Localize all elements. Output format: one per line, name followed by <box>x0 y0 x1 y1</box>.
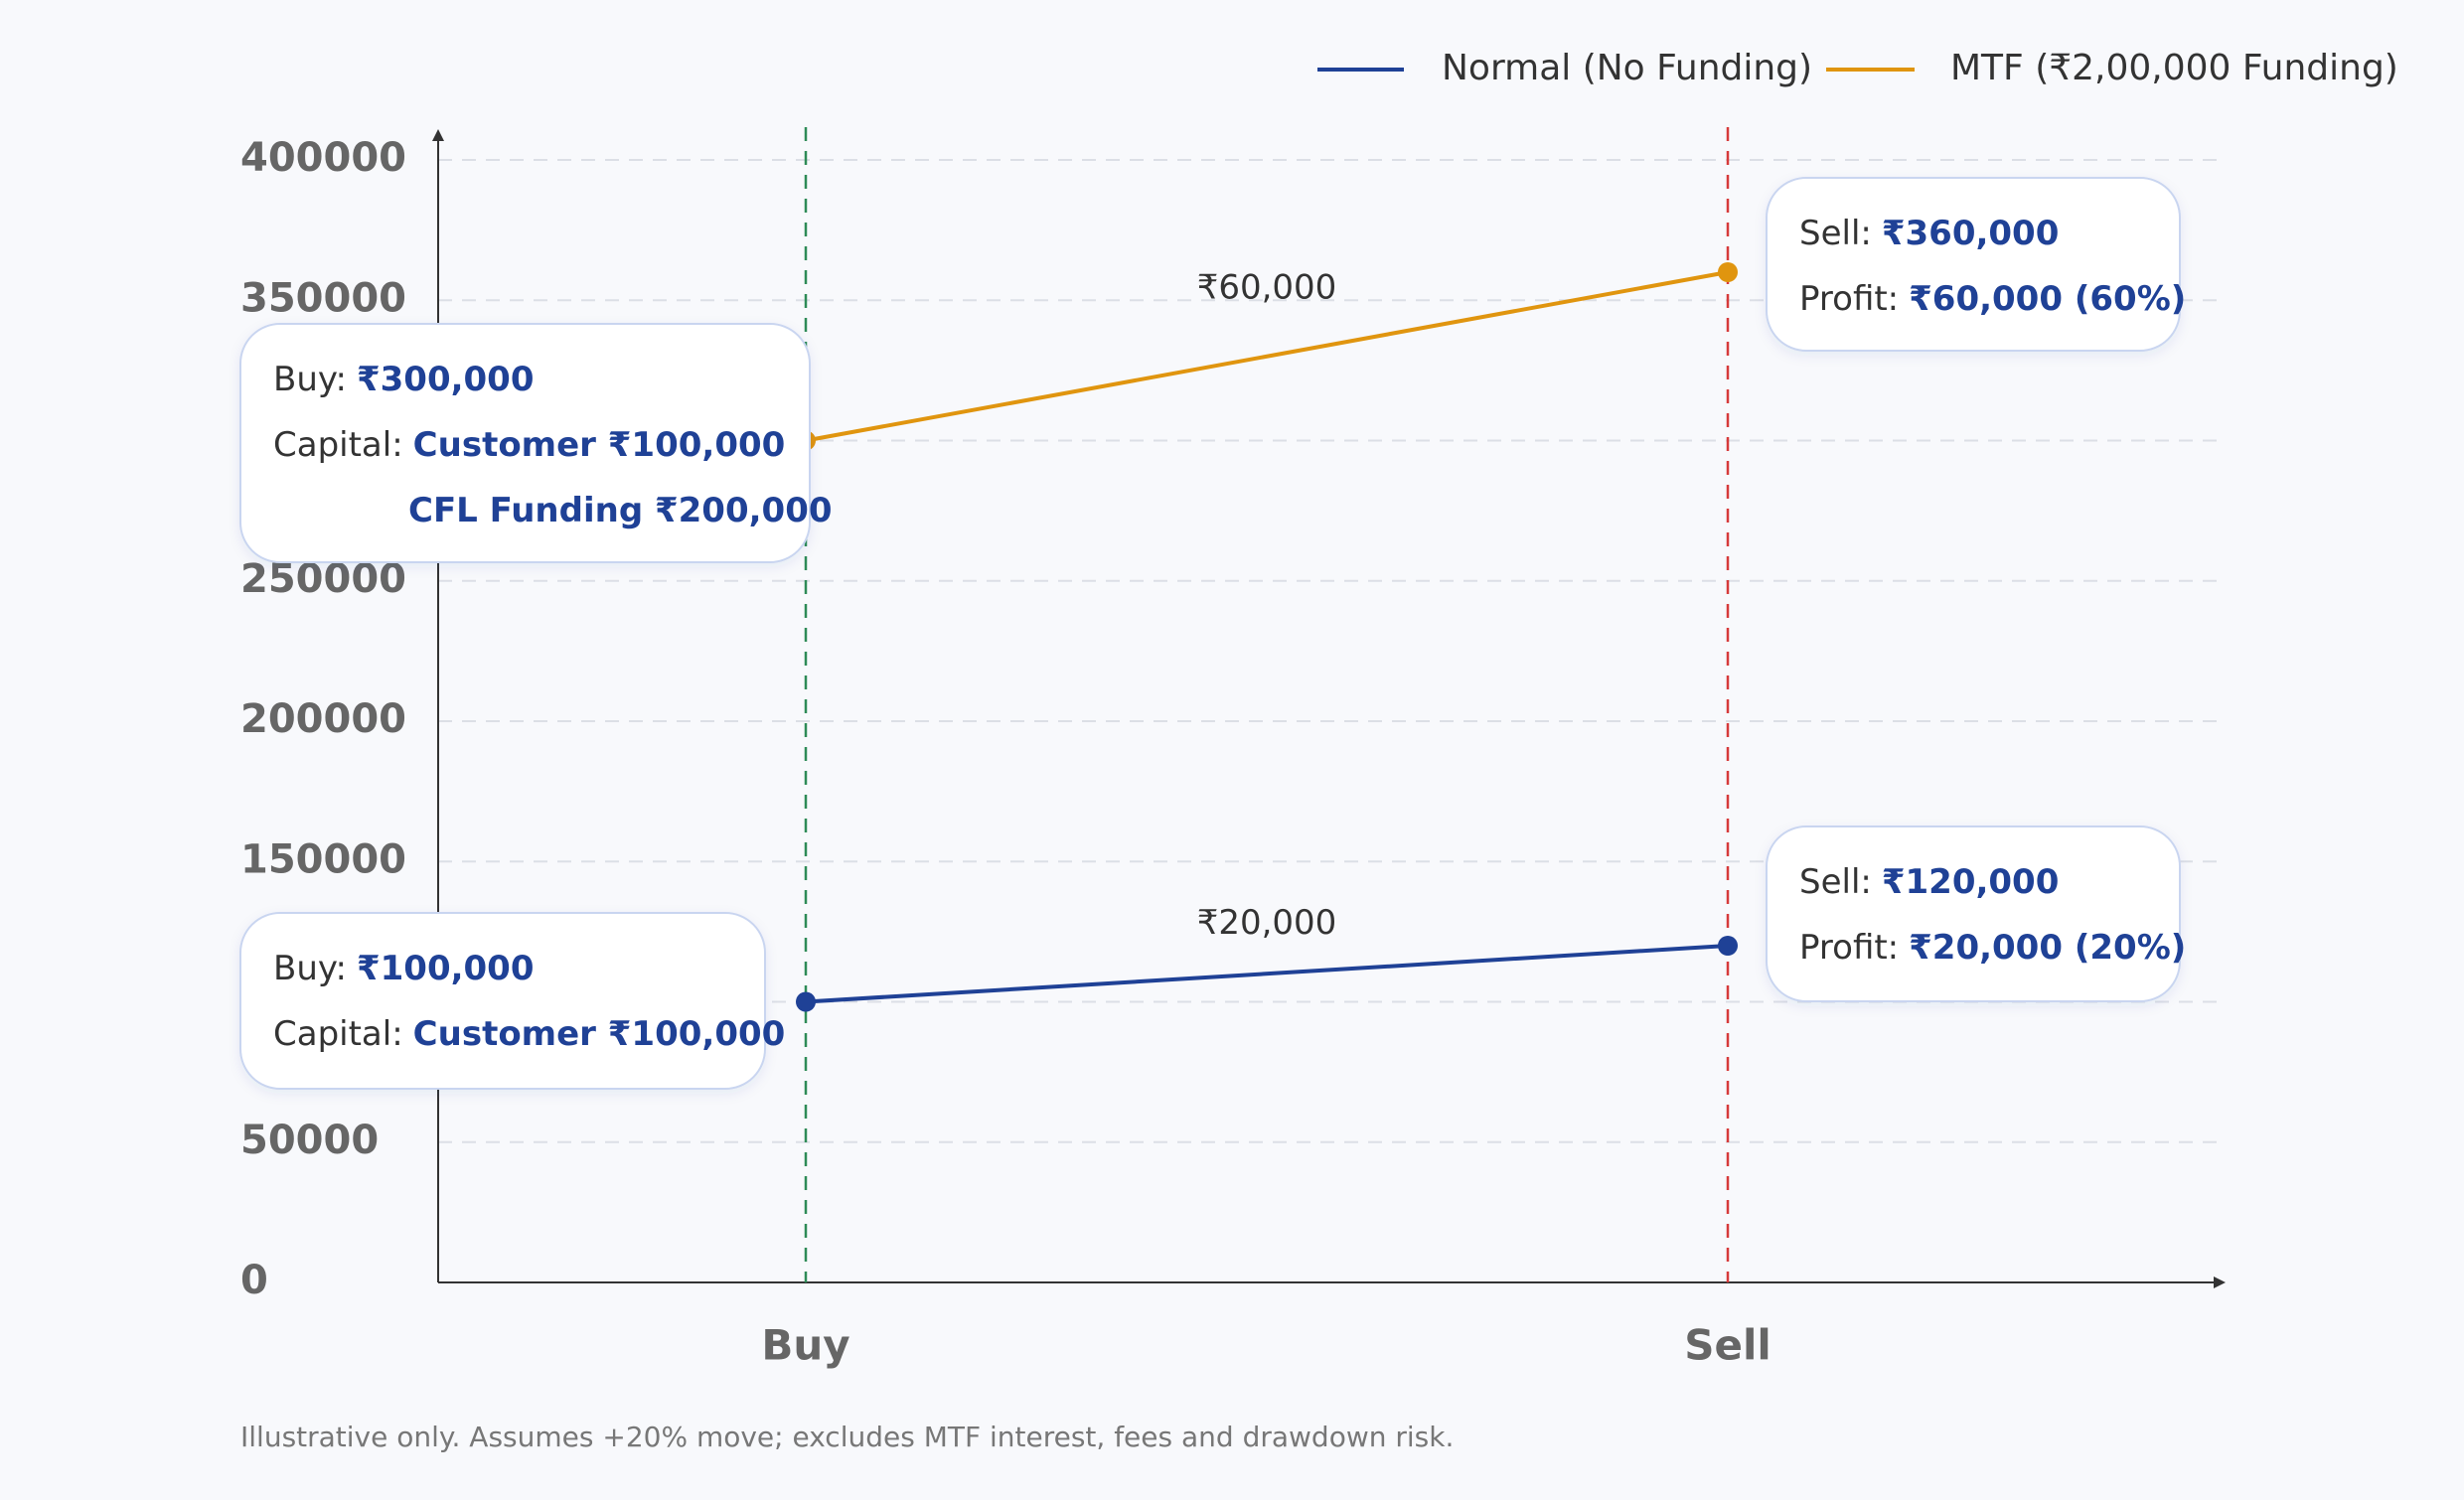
callout-line: Capital: Customer ₹100,000 <box>273 425 785 465</box>
x-tick-label: Sell <box>1684 1321 1771 1370</box>
callout-label: Profit: <box>1799 279 1899 319</box>
callout-line: Buy: ₹100,000 <box>273 949 535 988</box>
callout-value: ₹100,000 <box>357 949 535 988</box>
legend-label: MTF (₹2,00,000 Funding) <box>1950 48 2398 88</box>
callout-line: Profit: ₹20,000 (20%) <box>1799 928 2186 968</box>
callout-line: Profit: ₹60,000 (60%) <box>1799 279 2186 319</box>
callout-box <box>239 323 811 563</box>
callout-value: ₹60,000 (60%) <box>1909 279 2186 319</box>
series-line <box>805 944 1729 1004</box>
y-tick-label: 0 <box>240 1258 268 1303</box>
callout-box <box>1766 825 2181 1002</box>
y-tick-label: 200000 <box>240 696 406 742</box>
y-tick-label: 50000 <box>240 1118 379 1163</box>
data-point <box>796 991 816 1012</box>
change-label: ₹60,000 <box>1197 267 1337 307</box>
callout-value: ₹120,000 <box>1882 862 2060 902</box>
change-label: ₹20,000 <box>1197 903 1337 943</box>
callout-label: Buy: <box>273 949 347 988</box>
x-tick-label: Buy <box>761 1321 849 1370</box>
callout-line: Buy: ₹300,000 <box>273 360 535 399</box>
data-point <box>1718 936 1738 956</box>
callout-line: Sell: ₹120,000 <box>1799 862 2059 902</box>
data-point <box>1718 262 1738 282</box>
x-axis-arrow <box>2214 1276 2226 1288</box>
series-line <box>805 270 1729 443</box>
callout-line: CFL Funding ₹200,000 <box>408 491 833 530</box>
footnote: Illustrative only. Assumes +20% move; ex… <box>240 1421 1454 1453</box>
callout-value: ₹20,000 (20%) <box>1909 928 2186 968</box>
y-tick-label: 150000 <box>240 836 406 882</box>
callout-line: Sell: ₹360,000 <box>1799 214 2059 253</box>
callout-label: Buy: <box>273 360 347 399</box>
callout-value: ₹360,000 <box>1882 214 2060 253</box>
legend-label: Normal (No Funding) <box>1442 48 1812 88</box>
y-tick-label: 350000 <box>240 275 406 321</box>
callout-value: CFL Funding ₹200,000 <box>408 491 833 530</box>
callout-value: Customer ₹100,000 <box>413 1014 786 1054</box>
y-axis-arrow <box>432 129 444 141</box>
callout-label: Capital: <box>273 1014 403 1054</box>
callout-box <box>239 912 766 1090</box>
callout-value: ₹300,000 <box>357 360 535 399</box>
callout-value: Customer ₹100,000 <box>413 425 786 465</box>
callout-label: Profit: <box>1799 928 1899 968</box>
y-tick-label: 250000 <box>240 556 406 602</box>
callout-label: Sell: <box>1799 214 1872 253</box>
callout-line: Capital: Customer ₹100,000 <box>273 1014 785 1054</box>
callout-label: Capital: <box>273 425 403 465</box>
callout-label: Sell: <box>1799 862 1872 902</box>
callout-box <box>1766 177 2181 352</box>
y-tick-label: 400000 <box>240 135 406 181</box>
